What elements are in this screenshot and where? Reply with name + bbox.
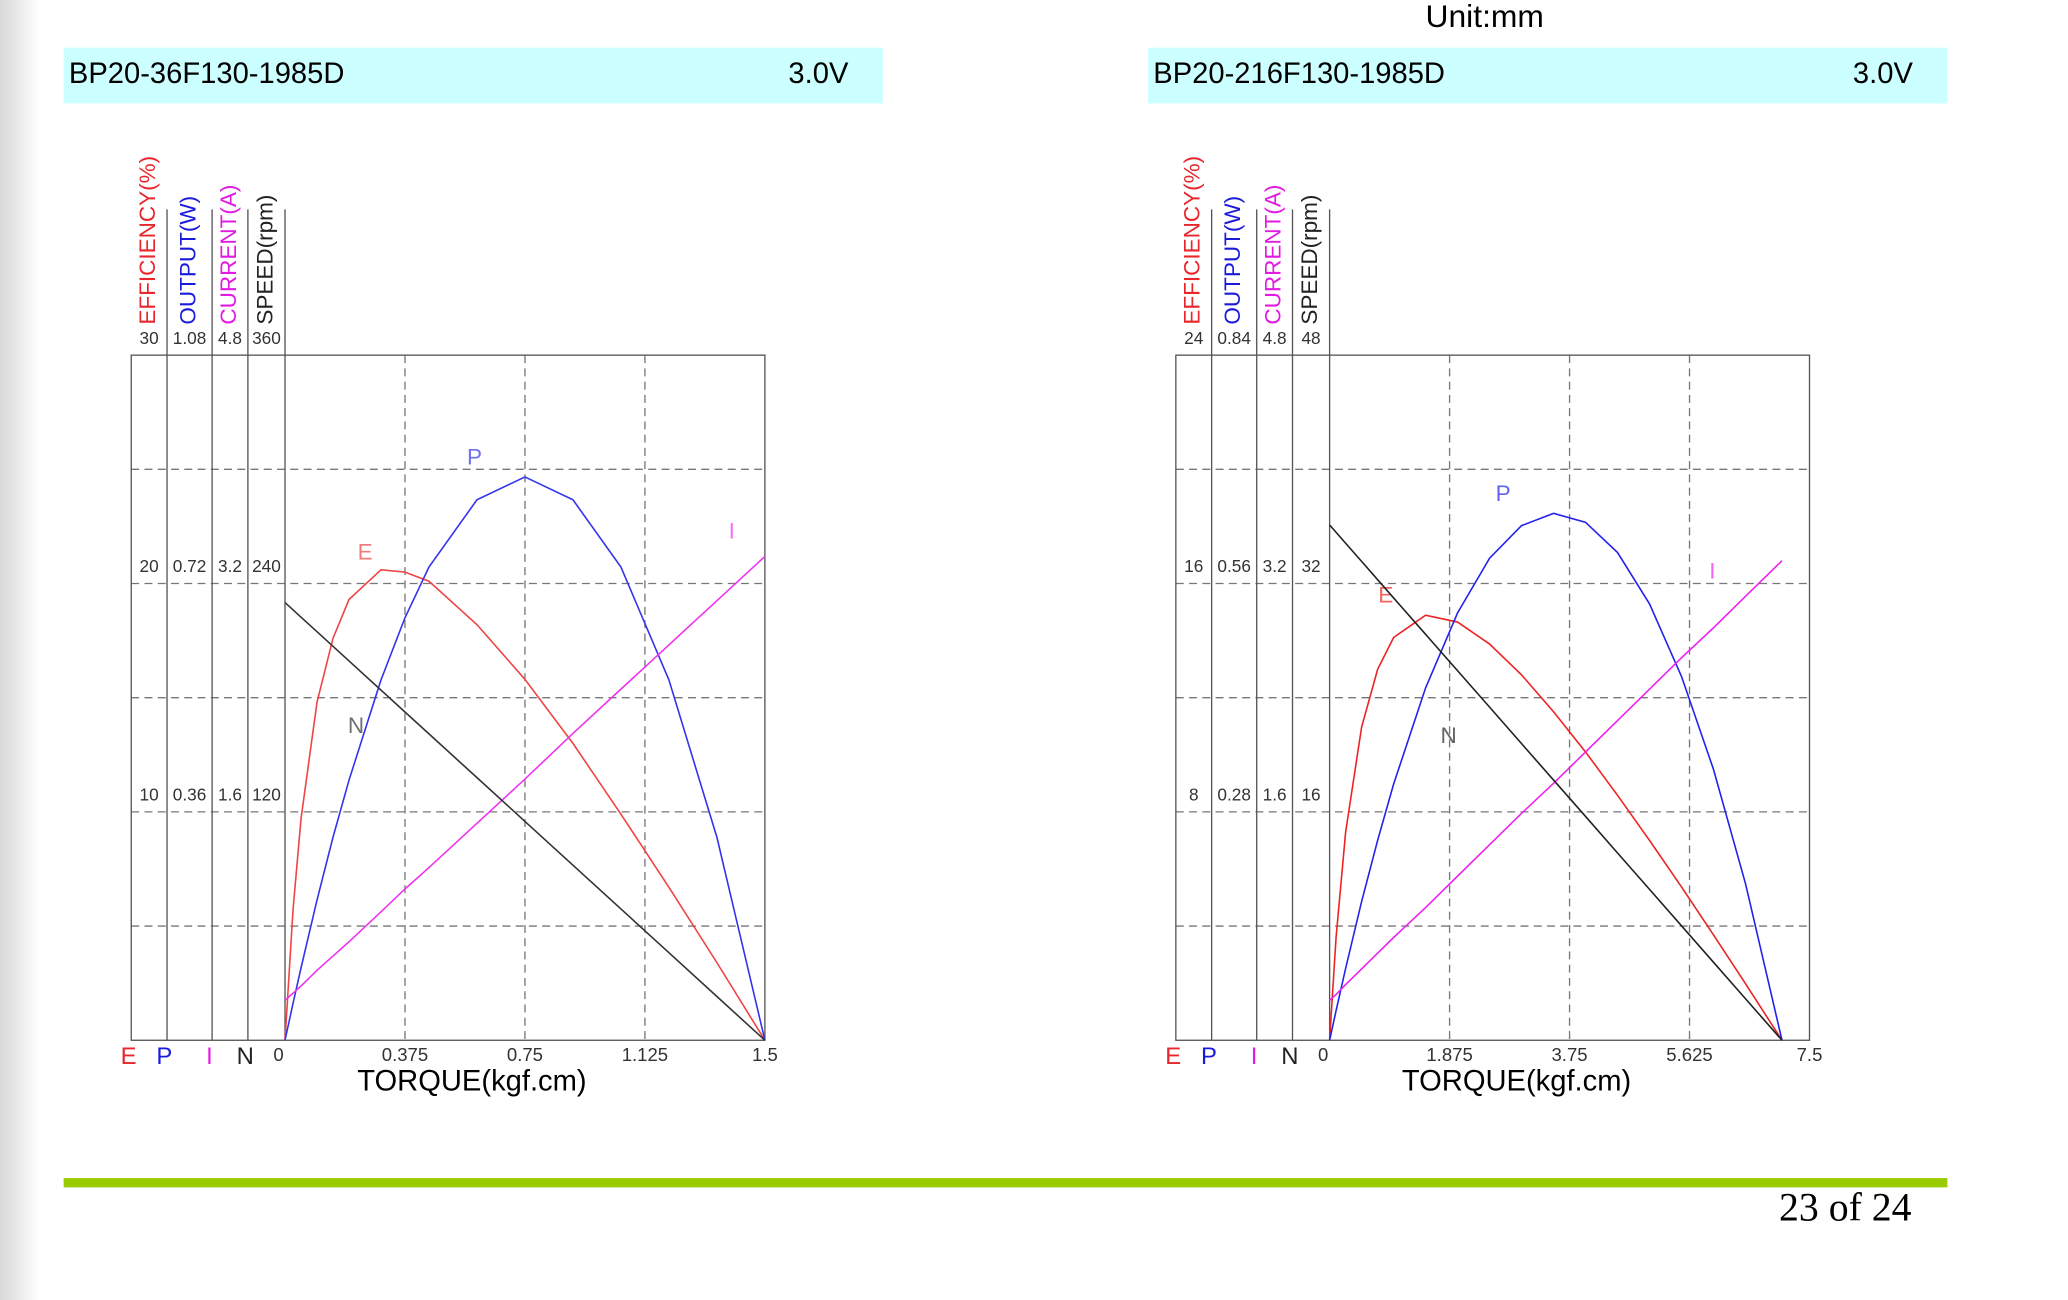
y-axis-title: CURRENT(A) [216,185,241,325]
y-tick-label: 10 [140,785,159,805]
curve-label: P [1496,481,1511,506]
y-tick-label: 3.2 [1263,556,1287,576]
page-edge-shadow [0,0,40,1300]
x-tick-label: 1.875 [1426,1044,1472,1065]
y-axis-title: OUTPUT(W) [176,196,201,325]
y-axis-legend-letter: N [237,1043,254,1070]
y-tick-label: 0.56 [1217,556,1251,576]
y-axis-legend-letter: E [121,1043,137,1070]
plot-frame [1175,354,1811,1041]
page-number: 23 of 24 [1779,1185,1912,1229]
y-tick-label: 30 [140,328,159,348]
footer-rule [63,1178,1948,1188]
y-axis-title: SPEED(rpm) [252,195,277,325]
y-tick-label: 3.2 [218,556,242,576]
y-axis-legend-letter: I [206,1043,213,1070]
model-title: BP20-216F130-1985D [1153,58,1445,90]
curve-label: P [467,444,482,469]
voltage: 3.0V [1853,58,1914,90]
voltage: 3.0V [788,58,849,90]
y-tick-label: 0.72 [173,556,207,576]
curve-label: E [1378,583,1393,608]
curve-i [284,555,766,1001]
x-axis-title: TORQUE(kgf.cm) [357,1065,586,1097]
y-tick-label: 48 [1301,328,1320,348]
x-tick-label: 5.625 [1666,1044,1712,1065]
curve-i [1329,560,1783,1001]
y-axis-legend-letter: N [1281,1043,1298,1070]
curve-e [1328,614,1783,1041]
y-tick-label: 240 [252,556,281,576]
y-tick-label: 120 [252,785,281,805]
plot-frame [130,354,766,1041]
y-tick-label: 1.6 [1263,785,1287,805]
y-tick-label: 16 [1184,556,1203,576]
x-tick-label: 1.5 [752,1044,778,1065]
y-tick-label: 4.8 [1263,328,1287,348]
y-tick-label: 24 [1184,328,1204,348]
y-tick-label: 4.8 [218,328,242,348]
y-tick-label: 20 [140,556,159,576]
y-axis-legend-letter: E [1165,1043,1181,1070]
x-tick-label: 0 [1318,1044,1328,1065]
y-axis-title: OUTPUT(W) [1220,196,1245,325]
y-tick-label: 0.28 [1217,785,1251,805]
curve-e [284,568,766,1041]
curve-n [1329,524,1783,1041]
unit-label: Unit:mm [1426,0,1544,34]
curve-label: E [358,540,373,565]
y-axis-title: CURRENT(A) [1261,185,1286,325]
y-tick-label: 360 [252,328,281,348]
y-tick-label: 32 [1301,556,1320,576]
y-tick-label: 1.6 [218,785,242,805]
x-tick-label: 1.125 [622,1044,668,1065]
model-title: BP20-36F130-1985D [69,58,344,90]
y-tick-label: 1.08 [173,328,207,348]
x-tick-label: 0 [273,1044,283,1065]
curve-n [284,601,766,1041]
x-tick-label: 0.375 [382,1044,428,1065]
y-axis-legend-letter: P [156,1043,172,1070]
y-axis-title: SPEED(rpm) [1297,195,1322,325]
y-tick-label: 0.84 [1217,328,1251,348]
y-axis-legend-letter: P [1201,1043,1217,1070]
curve-label: N [1441,723,1457,748]
y-axis-title: EFFICIENCY(%) [1180,156,1205,325]
y-tick-label: 16 [1301,785,1320,805]
x-tick-label: 3.75 [1552,1044,1588,1065]
header-bar [63,47,883,104]
curve-label: N [348,713,364,738]
y-axis-title: EFFICIENCY(%) [135,156,160,325]
y-tick-label: 8 [1189,785,1199,805]
curve-label: I [729,519,735,544]
curve-p [284,476,766,1041]
y-tick-label: 0.36 [173,785,207,805]
y-axis-legend-letter: I [1251,1043,1258,1070]
x-axis-title: TORQUE(kgf.cm) [1402,1065,1631,1097]
x-tick-label: 7.5 [1797,1044,1823,1065]
curve-label: I [1709,558,1715,583]
header-bar [1148,47,1948,104]
curve-p [1328,512,1783,1041]
x-tick-label: 0.75 [507,1044,543,1065]
